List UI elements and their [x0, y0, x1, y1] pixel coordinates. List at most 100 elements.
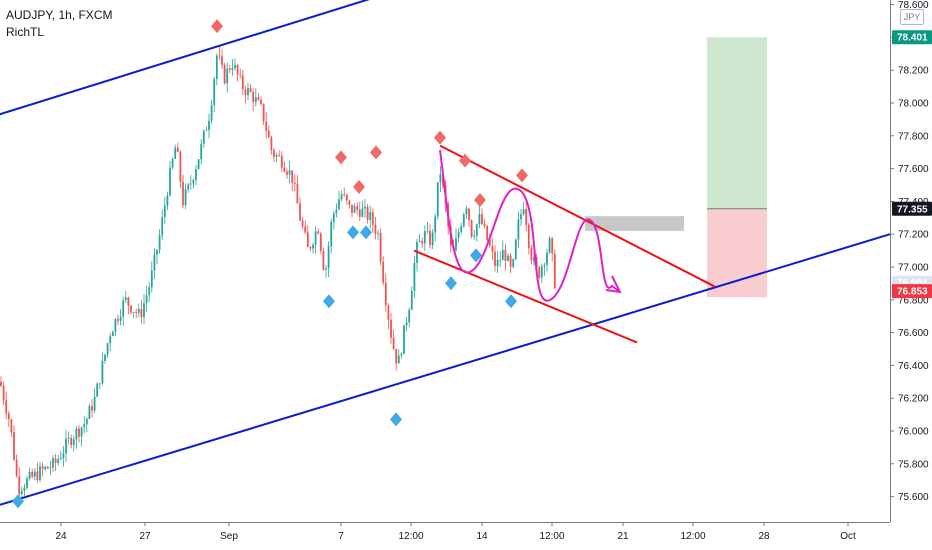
upper-channel-line[interactable]: [0, 0, 378, 116]
candle-body: [546, 252, 548, 266]
candle-body: [18, 476, 21, 495]
candle-body: [85, 418, 88, 425]
candle-body: [465, 208, 468, 215]
pivot-high-marker[interactable]: [370, 145, 382, 160]
candle-body: [124, 297, 127, 301]
candle-body: [348, 200, 351, 205]
candle-body: [483, 223, 486, 226]
candle-body: [72, 439, 75, 445]
candle-body: [91, 406, 93, 411]
candle-body: [137, 308, 140, 313]
pivot-low-marker[interactable]: [347, 225, 359, 240]
candle-body: [93, 396, 96, 411]
candle-body: [405, 322, 408, 326]
price-tick-label: 77.600: [898, 164, 929, 175]
candle-body: [273, 150, 275, 157]
candle-body: [127, 297, 130, 306]
price-tag[interactable]: [892, 30, 932, 45]
pivot-low-marker[interactable]: [390, 412, 402, 427]
candle-body: [119, 316, 122, 321]
resistance-zone[interactable]: [585, 216, 684, 231]
pivot-low-marker[interactable]: [470, 248, 482, 263]
candle-body: [106, 343, 109, 355]
pivot-low-marker[interactable]: [323, 294, 335, 309]
pivot-high-marker[interactable]: [474, 192, 486, 207]
wedge-upper-line[interactable]: [439, 144, 716, 288]
pivot-low-marker[interactable]: [445, 276, 457, 291]
currency-unit-badge[interactable]: JPY: [900, 9, 924, 25]
candle-body: [351, 204, 353, 213]
candle-body: [410, 291, 413, 310]
candle-body: [184, 189, 187, 206]
candle-body: [192, 179, 195, 184]
candle-body: [57, 459, 60, 463]
candle-body: [44, 466, 47, 470]
time-tick-label: Oct: [840, 531, 856, 542]
profit-zone[interactable]: [707, 37, 767, 209]
candle-body: [520, 214, 522, 220]
time-tick-label: Sep: [220, 531, 238, 542]
candle-body: [408, 309, 411, 323]
candle-body: [501, 250, 504, 260]
candle-body: [202, 130, 205, 144]
candle-body: [49, 467, 52, 469]
price-tick-label: 78.000: [898, 99, 929, 110]
wedge-lower-line[interactable]: [413, 249, 638, 344]
candle-body: [70, 437, 73, 445]
candle-body: [517, 219, 520, 240]
price-tag[interactable]: [892, 201, 932, 216]
projected-path[interactable]: [439, 149, 622, 302]
candle-body: [345, 194, 348, 201]
pivot-high-marker[interactable]: [434, 130, 446, 145]
candle-body: [478, 214, 481, 225]
pivot-high-marker[interactable]: [335, 150, 347, 165]
candle-body: [143, 303, 145, 318]
candle-body: [39, 466, 41, 480]
candle-body: [65, 438, 67, 454]
candle-body: [395, 348, 398, 364]
time-tick-label: 12:00: [398, 531, 423, 542]
candle-body: [353, 206, 356, 213]
pivot-high-marker[interactable]: [211, 19, 223, 34]
price-tick-label: 76.800: [898, 295, 929, 306]
chart-title[interactable]: AUDJPY, 1h, FXCM: [6, 8, 113, 22]
candle-body: [522, 209, 525, 215]
candle-body: [382, 261, 385, 283]
price-tick-label: 77.200: [898, 230, 929, 241]
candle-body: [83, 424, 86, 428]
pivot-low-marker[interactable]: [505, 294, 517, 309]
price-tick-label: 76.200: [898, 394, 929, 405]
pivot-high-marker[interactable]: [516, 168, 528, 183]
candle-body: [431, 232, 434, 246]
candle-body: [176, 147, 179, 152]
candle-body: [543, 265, 546, 267]
candle-body: [247, 87, 249, 95]
candle-body: [265, 121, 268, 131]
candle-body: [26, 478, 28, 488]
loss-zone[interactable]: [707, 208, 767, 298]
candle-body: [421, 240, 424, 244]
candle-body: [153, 254, 156, 271]
candle-body: [390, 319, 392, 338]
candle-body: [338, 199, 340, 210]
pivot-high-marker[interactable]: [459, 153, 471, 168]
pivot-high-marker[interactable]: [353, 179, 365, 194]
candle-body: [161, 216, 164, 236]
candle-body: [470, 220, 473, 237]
pivot-low-marker[interactable]: [360, 225, 372, 240]
candle-body: [140, 308, 143, 318]
lower-channel-line[interactable]: [0, 233, 891, 506]
candle-body: [267, 130, 270, 138]
candle-body: [104, 354, 106, 361]
candle-body: [481, 214, 483, 224]
candle-body: [52, 458, 54, 468]
candle-body: [254, 97, 257, 103]
price-tag[interactable]: [892, 284, 932, 299]
indicator-label[interactable]: RichTL: [6, 25, 45, 39]
candle-body: [439, 174, 442, 183]
candle-body: [283, 167, 286, 172]
pivot-low-marker[interactable]: [12, 494, 24, 509]
price-tick-label: 77.800: [898, 131, 929, 142]
